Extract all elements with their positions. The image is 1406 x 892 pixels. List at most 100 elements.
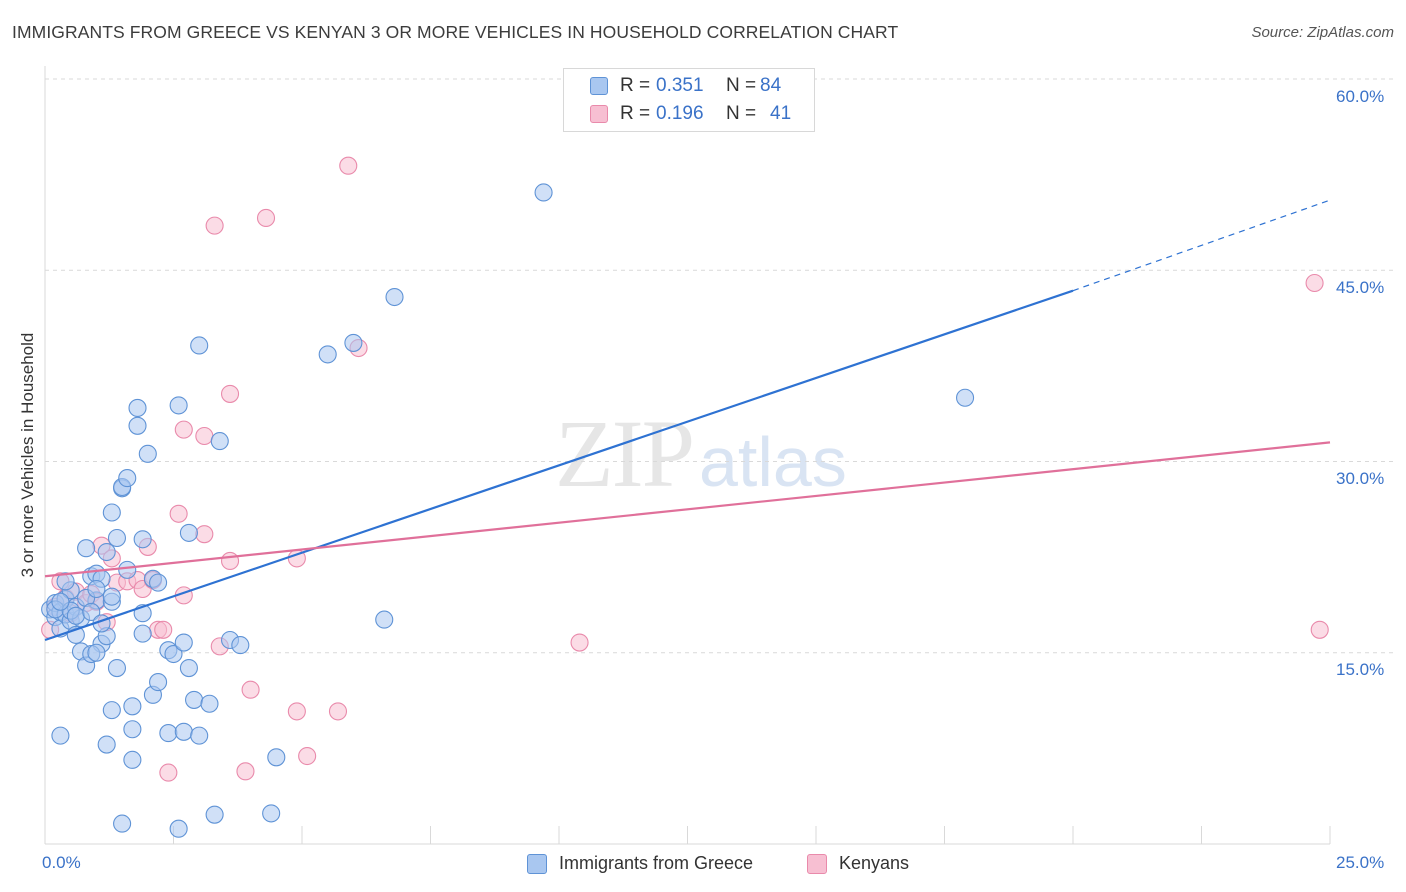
kenyans-point bbox=[256, 208, 276, 228]
kenyans-point bbox=[236, 762, 255, 781]
greece-point bbox=[149, 573, 168, 592]
grid-lines bbox=[45, 78, 1395, 654]
greece-point bbox=[66, 606, 85, 625]
series-legend: Immigrants from Greece Kenyans bbox=[0, 852, 1406, 878]
greece-point bbox=[77, 539, 96, 558]
stats-row-kenyans: R = 0.196 N = 41 bbox=[590, 102, 791, 126]
greece-point bbox=[97, 542, 116, 562]
greece-points bbox=[41, 183, 975, 838]
greece-point bbox=[267, 748, 286, 767]
greece-point bbox=[128, 398, 147, 418]
stats-legend: R = 0.351 N = 84 R = 0.196 N = 41 bbox=[563, 68, 815, 132]
greece-point bbox=[107, 528, 127, 548]
kenyans-legend-swatch bbox=[807, 853, 827, 874]
y-tick-label-45: 45.0% bbox=[1336, 278, 1385, 297]
greece-point bbox=[262, 804, 281, 823]
greece-point bbox=[318, 345, 337, 364]
kenyans-point bbox=[174, 420, 193, 439]
greece-legend-swatch bbox=[527, 853, 547, 874]
greece-point bbox=[344, 333, 363, 352]
greece-point bbox=[190, 336, 209, 355]
greece-point bbox=[190, 726, 209, 745]
greece-point bbox=[169, 819, 188, 838]
greece-point bbox=[185, 690, 204, 709]
greece-point bbox=[375, 610, 394, 629]
greece-point bbox=[118, 560, 137, 579]
kenyans-point bbox=[298, 746, 317, 766]
greece-point bbox=[102, 503, 121, 522]
y-axis-label: 3 or more Vehicles in Household bbox=[18, 332, 37, 578]
greece-point bbox=[138, 444, 157, 463]
greece-point bbox=[149, 673, 168, 692]
x-ticks bbox=[44, 826, 1331, 844]
kenyans-point bbox=[154, 620, 173, 639]
kenyans-point bbox=[220, 551, 240, 571]
kenyans-point bbox=[1310, 620, 1329, 639]
y-tick-label-60: 60.0% bbox=[1336, 87, 1385, 106]
greece-point bbox=[97, 735, 116, 754]
legend-label: Kenyans bbox=[839, 853, 910, 873]
greece-point bbox=[51, 726, 70, 745]
x-min-label: 0.0% bbox=[42, 853, 81, 872]
r-value: 0.351 bbox=[656, 75, 704, 96]
greece-point bbox=[82, 602, 101, 622]
kenyans-point bbox=[1305, 273, 1324, 293]
greece-trend-extension bbox=[1072, 199, 1331, 292]
greece-point bbox=[87, 579, 106, 599]
kenyans-point bbox=[195, 525, 214, 544]
greece-swatch bbox=[590, 77, 608, 95]
kenyans-point bbox=[205, 216, 224, 235]
greece-point bbox=[123, 750, 142, 769]
greece-point bbox=[179, 523, 198, 542]
kenyans-point bbox=[287, 702, 306, 721]
kenyans-point bbox=[195, 426, 214, 446]
greece-point bbox=[174, 633, 193, 652]
x-max-label: 25.0% bbox=[1336, 853, 1385, 872]
greece-point bbox=[118, 469, 137, 488]
greece-point bbox=[179, 658, 198, 678]
greece-point bbox=[205, 805, 224, 824]
kenyans-points bbox=[41, 156, 1329, 782]
greece-point bbox=[200, 694, 219, 713]
greece-point bbox=[133, 624, 152, 643]
watermark-zip: ZIP bbox=[555, 400, 695, 507]
greece-point bbox=[87, 643, 106, 662]
r-value: 0.196 bbox=[656, 103, 704, 124]
greece-point bbox=[385, 287, 404, 307]
trend-lines bbox=[44, 199, 1331, 642]
kenyans-swatch bbox=[590, 105, 608, 123]
greece-point bbox=[102, 701, 121, 720]
legend-item-kenyans[interactable]: Kenyans bbox=[807, 853, 909, 874]
greece-point bbox=[534, 183, 553, 202]
chart-title: IMMIGRANTS FROM GREECE VS KENYAN 3 OR MO… bbox=[12, 22, 899, 42]
greece-point bbox=[231, 636, 250, 655]
greece-point bbox=[51, 592, 70, 611]
kenyans-point bbox=[220, 384, 240, 403]
greece-point bbox=[128, 416, 147, 435]
kenyans-point bbox=[570, 633, 589, 652]
n-value: 84 bbox=[760, 75, 782, 96]
stats-row-greece: R = 0.351 N = 84 bbox=[590, 74, 781, 98]
r-label: R = bbox=[620, 103, 651, 124]
legend-label: Immigrants from Greece bbox=[559, 853, 754, 873]
greece-point bbox=[123, 697, 142, 716]
y-tick-label-30: 30.0% bbox=[1336, 469, 1385, 488]
greece-point bbox=[956, 388, 975, 407]
greece-point bbox=[56, 572, 75, 591]
kenyans-point bbox=[339, 156, 358, 175]
greece-point bbox=[164, 644, 183, 664]
kenyans-point bbox=[328, 702, 348, 721]
greece-trend-line bbox=[44, 289, 1074, 642]
greece-point bbox=[102, 587, 121, 606]
greece-point bbox=[107, 658, 127, 678]
legend-item-greece[interactable]: Immigrants from Greece bbox=[527, 853, 753, 874]
n-label: N = bbox=[726, 103, 757, 124]
n-value: 41 bbox=[770, 103, 792, 124]
y-tick-label-15: 15.0% bbox=[1336, 660, 1385, 679]
source-label: Source: ZipAtlas.com bbox=[1251, 24, 1394, 41]
kenyans-trend-line bbox=[44, 441, 1331, 578]
kenyans-point bbox=[169, 504, 188, 523]
greece-point bbox=[113, 814, 132, 833]
greece-point bbox=[123, 720, 142, 739]
